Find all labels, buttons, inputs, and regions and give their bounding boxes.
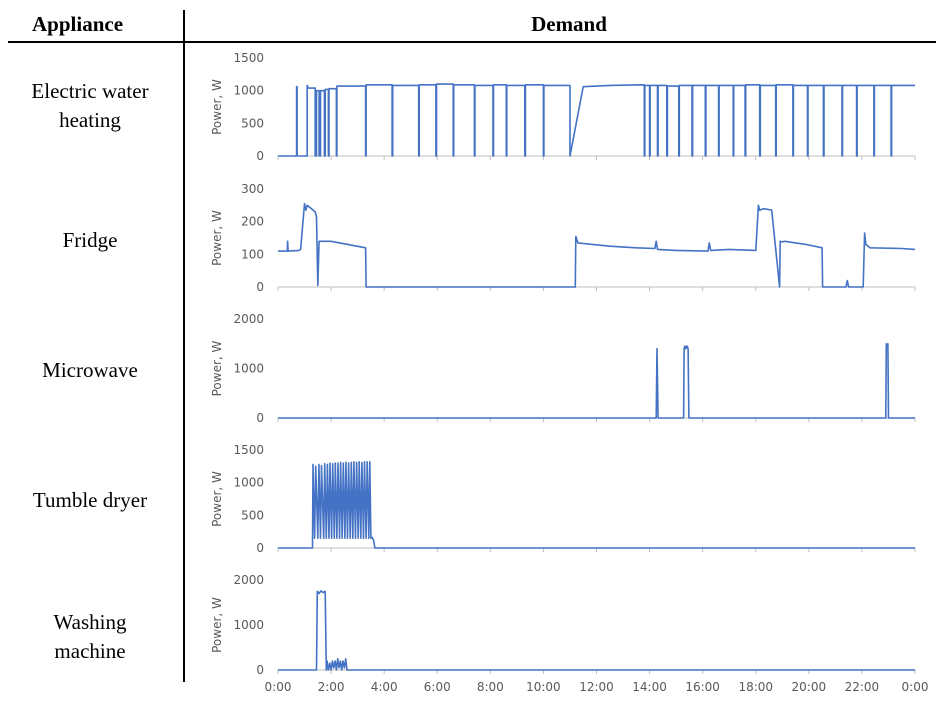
header-appliance: Appliance [32,12,124,36]
column-divider [183,10,185,682]
series-line-1 [278,202,916,288]
y-tick-label: 0 [256,149,264,163]
header-demand: Demand [531,12,607,36]
y-tick-label: 200 [241,215,264,229]
x-tick-label: 22:00 [845,680,880,694]
appliance-label-water-heating: Electric water heating [31,79,149,132]
y-tick-label: 300 [241,182,264,196]
x-tick-label: 8:00 [477,680,504,694]
appliance-label-tumble-dryer: Tumble dryer [32,488,148,512]
x-tick-label: 12:00 [579,680,614,694]
x-tick-label: 14:00 [632,680,667,694]
y-tick-label: 1000 [233,362,264,376]
x-tick-label: 0:00 [902,680,929,694]
x-tick-label: 0:00 [265,680,292,694]
header-rule [8,41,936,43]
y-tick-label: 2000 [233,573,264,587]
appliance-label-fridge: Fridge [62,228,118,252]
y-tick-label: 500 [241,508,264,522]
y-tick-label: 0 [256,541,264,555]
x-tick-label: 4:00 [371,680,398,694]
y-axis-label: Power, W [210,340,224,396]
y-tick-label: 1500 [233,51,264,65]
y-tick-label: 500 [241,116,264,130]
series-line-0 [278,83,915,157]
x-tick-label: 10:00 [526,680,561,694]
series-line-4 [278,590,915,671]
y-axis-label: Power, W [210,471,224,527]
y-axis-label: Power, W [210,79,224,135]
y-tick-label: 100 [241,247,264,261]
series-line-3 [278,461,915,549]
y-tick-label: 1000 [233,84,264,98]
y-axis-label: Power, W [210,210,224,266]
y-axis-label: Power, W [210,597,224,653]
x-tick-label: 20:00 [792,680,827,694]
x-tick-label: 16:00 [685,680,720,694]
x-tick-label: 18:00 [738,680,773,694]
y-tick-label: 1500 [233,443,264,457]
y-tick-label: 0 [256,663,264,677]
y-tick-label: 2000 [233,312,264,326]
x-tick-label: 2:00 [318,680,345,694]
x-tick-label: 6:00 [424,680,451,694]
y-tick-label: 1000 [233,476,264,490]
appliance-label-microwave: Microwave [42,358,138,382]
y-tick-label: 0 [256,411,264,425]
appliance-label-washing-machine: Washing machine [53,610,127,663]
series-line-2 [278,343,915,419]
y-tick-label: 0 [256,280,264,294]
y-tick-label: 1000 [233,618,264,632]
